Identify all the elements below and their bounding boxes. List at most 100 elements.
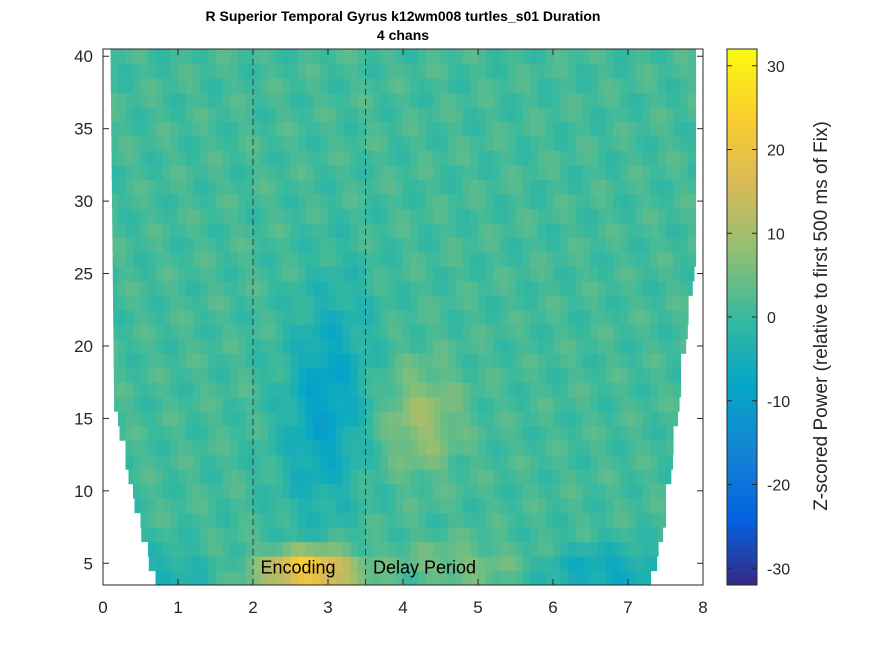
heatmap-cell: [125, 425, 134, 441]
heatmap-cell: [133, 266, 142, 282]
heatmap-cell: [268, 396, 277, 412]
x-tick-label: 4: [398, 598, 407, 617]
heatmap-cell: [230, 49, 239, 65]
heatmap-cell: [635, 309, 644, 325]
heatmap-cell: [275, 396, 284, 412]
heatmap-cell: [125, 367, 134, 383]
heatmap-cell: [545, 541, 554, 557]
heatmap-cell: [395, 251, 404, 267]
heatmap-cell: [223, 512, 232, 528]
heatmap-cell: [253, 106, 262, 123]
heatmap-cell: [395, 367, 404, 383]
heatmap-cell: [515, 512, 524, 528]
heatmap-cell: [538, 193, 547, 209]
heatmap-cell: [560, 237, 569, 253]
heatmap-cell: [328, 454, 337, 470]
heatmap-cell: [268, 324, 277, 340]
heatmap-cell: [605, 150, 614, 166]
heatmap-cell: [253, 164, 262, 180]
heatmap-cell: [590, 411, 599, 427]
heatmap-cell: [260, 121, 269, 137]
heatmap-cell: [425, 121, 434, 137]
heatmap-cell: [253, 454, 262, 470]
heatmap-cell: [485, 353, 494, 369]
heatmap-cell: [125, 92, 134, 108]
heatmap-cell: [365, 367, 374, 383]
heatmap-cell: [590, 367, 599, 383]
heatmap-cell: [343, 440, 352, 456]
heatmap-cell: [148, 541, 157, 557]
heatmap-cell: [298, 527, 307, 543]
heatmap-cell: [650, 498, 659, 514]
heatmap-cell: [500, 512, 509, 528]
heatmap-cell: [163, 266, 172, 282]
heatmap-cell: [493, 483, 502, 499]
heatmap-cell: [485, 440, 494, 456]
heatmap-cell: [125, 251, 134, 267]
heatmap-cell: [635, 251, 644, 267]
heatmap-cell: [343, 469, 352, 485]
heatmap-cell: [478, 512, 487, 528]
heatmap-cell: [628, 440, 637, 456]
heatmap-cell: [215, 469, 224, 485]
heatmap-cell: [148, 527, 157, 543]
heatmap-cell: [538, 527, 547, 543]
heatmap-cell: [455, 512, 464, 528]
heatmap-cell: [523, 266, 532, 282]
heatmap-cell: [350, 541, 359, 557]
heatmap-cell: [238, 222, 247, 238]
heatmap-cell: [140, 121, 149, 137]
heatmap-cell: [350, 164, 359, 180]
heatmap-cell: [388, 164, 397, 180]
heatmap-cell: [350, 483, 359, 499]
heatmap-cell: [208, 208, 217, 224]
heatmap-cell: [553, 469, 562, 485]
heatmap-cell: [560, 266, 569, 282]
heatmap-cell: [253, 237, 262, 253]
heatmap-cell: [170, 222, 179, 238]
heatmap-cell: [590, 106, 599, 123]
heatmap-cell: [290, 483, 299, 499]
heatmap-cell: [290, 498, 299, 514]
heatmap-cell: [208, 135, 217, 152]
heatmap-cell: [508, 367, 517, 383]
heatmap-cell: [605, 556, 614, 572]
heatmap-cell: [680, 251, 689, 267]
heatmap-cell: [403, 49, 412, 65]
heatmap-cell: [440, 179, 449, 195]
heatmap-cell: [433, 106, 442, 123]
heatmap-cell: [545, 512, 554, 528]
heatmap-cell: [463, 440, 472, 456]
heatmap-cell: [613, 483, 622, 499]
heatmap-cell: [530, 541, 539, 557]
heatmap-cell: [470, 440, 479, 456]
heatmap-cell: [215, 77, 224, 94]
heatmap-cell: [163, 498, 172, 514]
heatmap-cell: [493, 208, 502, 224]
heatmap-cell: [440, 295, 449, 311]
heatmap-cell: [170, 353, 179, 369]
heatmap-cell: [365, 498, 374, 514]
heatmap-cell: [560, 353, 569, 369]
heatmap-cell: [650, 63, 659, 79]
x-tick-label: 5: [473, 598, 482, 617]
heatmap-cell: [658, 527, 664, 543]
heatmap-cell: [463, 483, 472, 499]
heatmap-cell: [200, 440, 209, 456]
heatmap-cell: [170, 469, 179, 485]
heatmap-cell: [395, 222, 404, 238]
heatmap-cell: [275, 106, 284, 123]
heatmap-cell: [583, 106, 592, 123]
heatmap-cell: [515, 570, 524, 585]
heatmap-cell: [140, 63, 149, 79]
heatmap-cell: [485, 324, 494, 340]
heatmap-cell: [508, 556, 517, 572]
heatmap-cell: [395, 309, 404, 325]
heatmap-cell: [673, 222, 682, 238]
heatmap-cell: [395, 541, 404, 557]
heatmap-cell: [410, 164, 419, 180]
heatmap-cell: [418, 280, 427, 296]
heatmap-cell: [410, 454, 419, 470]
heatmap-cell: [590, 498, 599, 514]
chart-subtitle: 4 chans: [377, 27, 429, 43]
